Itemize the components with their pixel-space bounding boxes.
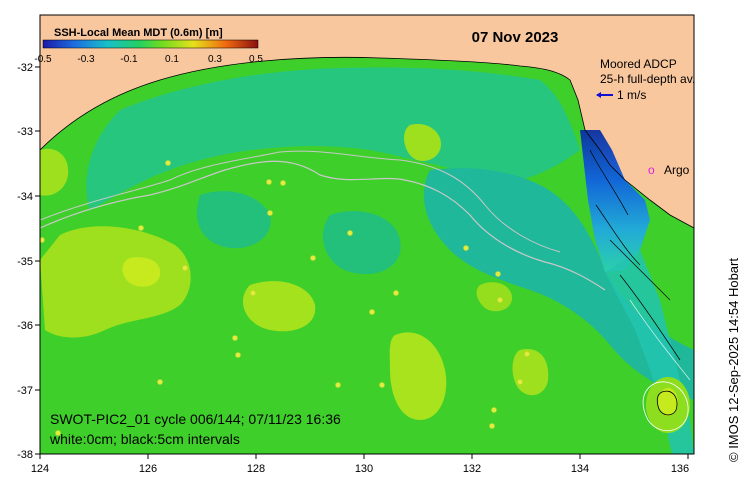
high-patch-2 (242, 281, 316, 332)
bathymetry-contour-2 (40, 150, 561, 253)
colorbar: SSH-Local Mean MDT (0.6m) [m] -0.5 -0.3 … (34, 27, 263, 65)
credit-label: © IMOS 12-Sep-2025 14:54 Hobart (726, 258, 741, 462)
argo-label: Argo (664, 163, 690, 177)
teal-band-north (86, 67, 580, 210)
map-plot-area (40, 15, 694, 454)
high-patch-core-1 (122, 257, 161, 287)
arrow-head-icon (596, 92, 601, 98)
x-tick-label: 130 (355, 463, 373, 475)
argo-symbol: o (648, 163, 655, 177)
x-tick-label: 126 (139, 463, 157, 475)
high-patch-5 (404, 124, 441, 162)
eddy-contour-black (656, 390, 678, 416)
colorbar-tick: -0.5 (34, 54, 52, 65)
high-patch-7 (476, 282, 512, 312)
bathymetry-contour (40, 160, 606, 291)
colorbar-tick: -0.3 (77, 54, 95, 65)
y-tick-label: -33 (17, 126, 33, 138)
teal-band-east (423, 168, 694, 400)
high-patch-6 (40, 148, 69, 196)
colorbar-title: SSH-Local Mean MDT (0.6m) [m] (54, 27, 223, 39)
colorbar-tick: -0.1 (120, 54, 138, 65)
teal-patch-west (196, 191, 271, 249)
colorbar-tick: 0.3 (208, 54, 222, 65)
date-label: 07 Nov 2023 (472, 29, 559, 46)
caption-line-2: white:0cm; black:5cm intervals (49, 431, 240, 447)
x-tick-label: 136 (671, 463, 689, 475)
high-patch-3 (389, 332, 447, 420)
colorbar-tick: 0.5 (249, 54, 263, 65)
y-tick-label: -32 (17, 62, 33, 74)
x-tick-label: 128 (247, 463, 265, 475)
y-tick-label: -36 (17, 320, 33, 332)
coastline (40, 56, 694, 229)
x-axis: 124 126 128 130 132 134 136 (31, 454, 689, 475)
swot-contours-white (629, 299, 691, 381)
x-tick-label: 132 (463, 463, 481, 475)
colorbar-gradient (42, 39, 259, 49)
swot-swath (580, 130, 650, 272)
x-tick-label: 124 (31, 463, 49, 475)
high-patch-1 (40, 226, 191, 338)
y-axis: -32 -33 -34 -35 -36 -37 -38 (17, 62, 40, 461)
adcp-sublabel: 25-h full-depth av. (600, 72, 695, 86)
caption-line-1: SWOT-PIC2_01 cycle 006/144; 07/11/23 16:… (50, 411, 341, 427)
argo-legend: o Argo (648, 163, 690, 177)
swot-contours (589, 149, 681, 361)
moored-adcp-legend: Moored ADCP 25-h full-depth av. 1 m/s (596, 57, 695, 102)
adcp-scale-label: 1 m/s (617, 88, 646, 102)
y-tick-label: -38 (17, 449, 33, 461)
x-tick-label: 134 (571, 463, 589, 475)
teal-patch-mid (322, 211, 401, 275)
plot-frame (39, 14, 695, 455)
y-tick-label: -34 (17, 191, 33, 203)
argo-floats (40, 160, 530, 436)
y-tick-label: -35 (17, 256, 33, 268)
eddy-inner (658, 388, 678, 416)
eddy-contour-white (642, 381, 689, 432)
colorbar-tick: 0.1 (165, 54, 179, 65)
y-tick-label: -37 (17, 385, 33, 397)
adcp-label: Moored ADCP (600, 57, 677, 71)
